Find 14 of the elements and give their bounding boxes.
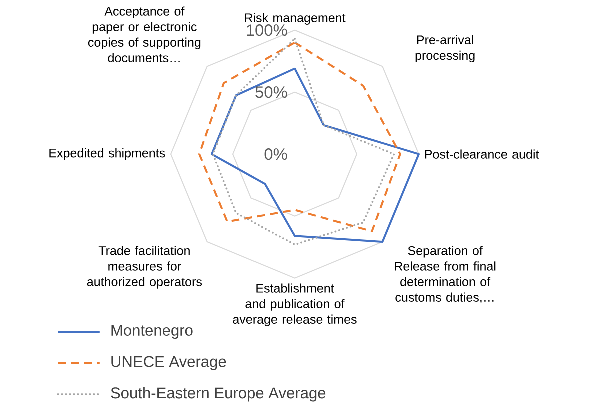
y-tick-label: 0% [264, 148, 288, 160]
spoke-label: Pre-arrival processing [416, 35, 475, 63]
y-tick-label: 100% [247, 24, 288, 36]
spoke-label: Trade facilitation measures for authorized operators [87, 246, 202, 289]
spoke-label: Risk management [245, 13, 346, 25]
spoke-label: Acceptance of paper or electronic copies of supporting documents… [88, 6, 201, 63]
legend-label: UNECE Average [112, 356, 226, 370]
spoke-label: Establishment and publication of average release times [233, 284, 357, 326]
spoke-label: Expedited shipments [50, 148, 166, 160]
spoke-label: Post-clearance audit [425, 150, 540, 159]
legend-label: Montenegro [112, 325, 193, 340]
legend-label: South-Eastern Europe Average [111, 387, 326, 402]
y-tick-label: 50% [256, 86, 288, 98]
spoke-label: Separation of Release from final determination of customs duties,… [395, 246, 496, 304]
